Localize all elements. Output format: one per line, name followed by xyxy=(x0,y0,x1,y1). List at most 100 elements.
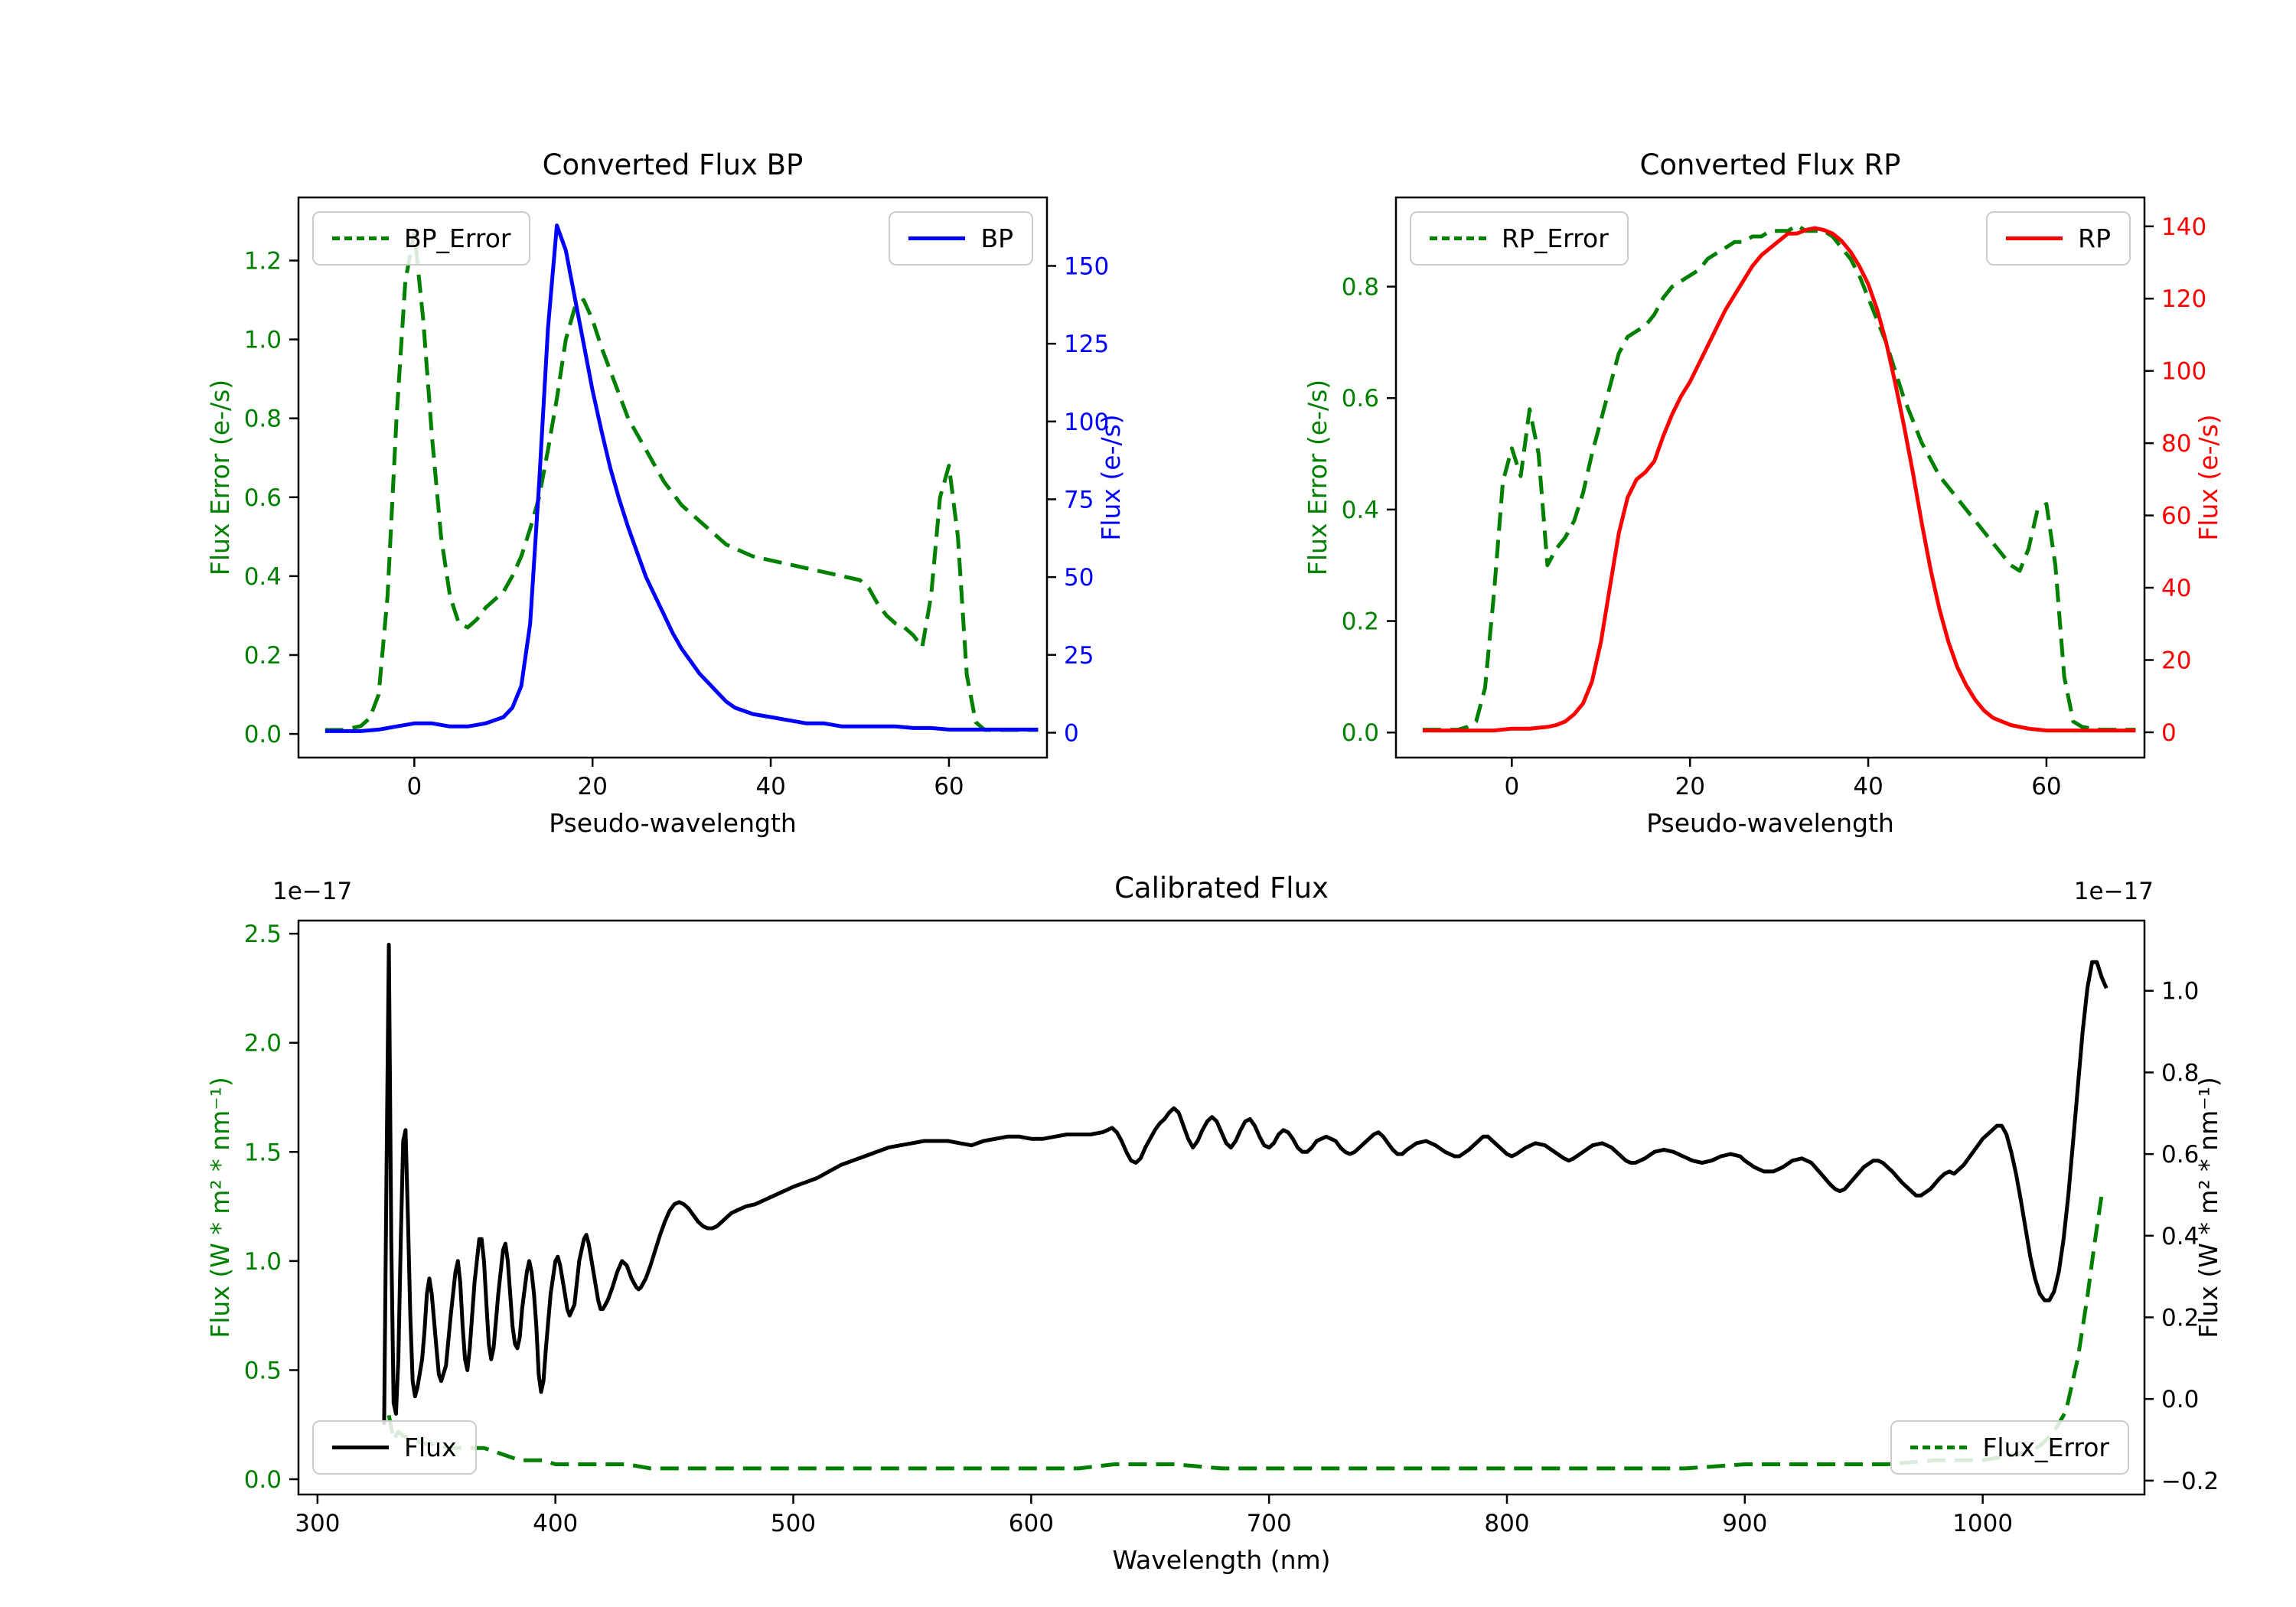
legend-label: RP_Error xyxy=(1502,223,1609,253)
axes-spines xyxy=(1394,196,2146,759)
y-tick-label-right: 0.2 xyxy=(2161,1304,2199,1332)
y-tick-label-left: 1.2 xyxy=(244,247,282,275)
y-tick-label-right: 60 xyxy=(2161,503,2191,530)
plot-area-bp: 0 20 40 60 0.0 0.2 0.4 0.6 0.8 1.0 1.2 0 25 50 75 100 12… xyxy=(244,196,1109,800)
y-tick-label-right: 0.0 xyxy=(2161,1386,2199,1413)
x-tick-label: 400 xyxy=(533,1510,578,1537)
legend-label: RP xyxy=(2078,223,2111,253)
x-tick-label: 300 xyxy=(295,1510,340,1537)
y-tick-label-left: 0.0 xyxy=(244,1466,282,1494)
y-tick-label-right: 150 xyxy=(1064,253,1109,280)
y-tick-label-right: 50 xyxy=(1064,564,1094,592)
y-axis-label-left: Flux (W * m² * nm⁻¹) xyxy=(205,1077,235,1338)
legend-line-sample-solid-red xyxy=(2006,236,2063,240)
y-tick-label-left: 0.2 xyxy=(1342,608,1379,636)
plot-area-calibrated: 300 400 500 600 700 800 900 1000 0.0 0.5 1.0 1.5 2.0… xyxy=(244,919,2219,1537)
y-tick-label-left: 0.6 xyxy=(244,484,282,512)
x-tick-label: 20 xyxy=(1675,773,1704,800)
x-axis-label: Wavelength (nm) xyxy=(1112,1545,1331,1575)
subplot-calibrated-flux: Calibrated Flux Wavelength (nm) Flux (W … xyxy=(205,872,2223,1575)
y-tick-label-right: 40 xyxy=(2161,575,2191,602)
y-tick-label-left: 0.6 xyxy=(1342,385,1379,412)
y-tick-label-left: 1.5 xyxy=(244,1139,282,1166)
y-tick-label-left: 0.2 xyxy=(244,642,282,670)
y-tick-label-right: 0 xyxy=(2161,719,2177,747)
y-axis-label-left: Flux Error (e-/s) xyxy=(1303,379,1332,576)
legend-label: BP xyxy=(980,223,1013,253)
legend-label: Flux_Error xyxy=(1982,1433,2109,1462)
chart-title: Converted Flux RP xyxy=(1639,148,1901,181)
y-tick-label-right: 1.0 xyxy=(2161,978,2199,1006)
series-Flux-line xyxy=(382,942,2108,1425)
y-tick-label-right: 125 xyxy=(1064,331,1109,358)
y-tick-label-right: 140 xyxy=(2161,214,2206,241)
y-tick-label-left: 0.8 xyxy=(1342,274,1379,302)
legend-bp: BP xyxy=(889,211,1033,266)
chart-title: Converted Flux BP xyxy=(542,148,804,181)
legend-bp-error: BP_Error xyxy=(312,211,531,266)
x-tick-label: 600 xyxy=(1009,1510,1054,1537)
y-tick-label-right: 0.6 xyxy=(2161,1141,2199,1169)
series-Flux_Error-line xyxy=(386,1195,2104,1471)
legend-line-sample-dashed-green xyxy=(1910,1446,1968,1449)
x-tick-label: 700 xyxy=(1247,1510,1292,1537)
y-tick-label-left: 1.0 xyxy=(244,1248,282,1276)
legend-flux-error: Flux_Error xyxy=(1890,1420,2129,1475)
series-BP-line xyxy=(325,223,1039,733)
y-tick-label-left: 0.8 xyxy=(244,406,282,433)
legend-line-sample-dashed-green xyxy=(1430,236,1486,240)
series-RP-line xyxy=(1422,226,2136,733)
y-tick-label-right: 0.8 xyxy=(2161,1059,2199,1087)
y-tick-label-right: 0 xyxy=(1064,719,1079,747)
x-tick-label: 20 xyxy=(577,773,607,800)
subplot-converted-flux-bp: Converted Flux BP Pseudo-wavelength Flux… xyxy=(205,148,1126,838)
x-tick-label: 0 xyxy=(1504,773,1519,800)
series-BP_Error-line xyxy=(325,230,1039,732)
legend-label: Flux xyxy=(404,1433,457,1462)
y-tick-label-right: 120 xyxy=(2161,285,2206,313)
y-tick-label-right: 100 xyxy=(1064,409,1109,436)
y-tick-label-right: 0.4 xyxy=(2161,1223,2199,1250)
y-tick-label-left: 0.4 xyxy=(244,563,282,591)
plot-area-rp: 0 20 40 60 0.0 0.2 0.4 0.6 0.8 0 20 40 60 80 100 120 140 xyxy=(1342,196,2206,800)
x-tick-label: 900 xyxy=(1722,1510,1767,1537)
y-tick-label-left: 0.0 xyxy=(244,721,282,748)
y-tick-label-right: 75 xyxy=(1064,486,1094,513)
x-tick-label: 60 xyxy=(934,773,964,800)
x-axis-label: Pseudo-wavelength xyxy=(1646,808,1894,838)
legend-rp: RP xyxy=(1986,211,2131,266)
x-axis-label: Pseudo-wavelength xyxy=(549,808,797,838)
y-tick-label-left: 0.5 xyxy=(244,1357,282,1384)
legend-flux: Flux xyxy=(312,1420,477,1475)
y-tick-label-right: 80 xyxy=(2161,430,2191,458)
axes-spines xyxy=(297,919,2146,1496)
legend-label: BP_Error xyxy=(404,223,511,253)
x-tick-label: 500 xyxy=(771,1510,816,1537)
legend-rp-error: RP_Error xyxy=(1410,211,1629,266)
legend-line-sample-dashed-green xyxy=(332,236,389,240)
x-tick-label: 40 xyxy=(755,773,785,800)
chart-title: Calibrated Flux xyxy=(1114,872,1329,905)
y-tick-label-left: 2.5 xyxy=(244,921,282,948)
legend-line-sample-solid-black xyxy=(332,1446,389,1449)
x-tick-label: 60 xyxy=(2031,773,2061,800)
subplot-converted-flux-rp: Converted Flux RP Pseudo-wavelength Flux… xyxy=(1303,148,2223,838)
y-tick-label-right: 25 xyxy=(1064,642,1094,670)
axis-offset-text-left: 1e−17 xyxy=(272,878,353,905)
x-tick-label: 40 xyxy=(1853,773,1883,800)
y-tick-label-left: 1.0 xyxy=(244,327,282,354)
y-tick-label-right: 20 xyxy=(2161,647,2191,674)
axes-spines xyxy=(297,196,1049,759)
x-tick-label: 800 xyxy=(1484,1510,1529,1537)
x-tick-label: 1000 xyxy=(1952,1510,2013,1537)
x-tick-label: 0 xyxy=(406,773,422,800)
y-tick-label-right: −0.2 xyxy=(2161,1468,2219,1495)
y-axis-label-right: Flux (W * m² * nm⁻¹) xyxy=(2193,1077,2223,1338)
legend-line-sample-solid-blue xyxy=(908,236,966,240)
y-axis-label-left: Flux Error (e-/s) xyxy=(205,379,235,576)
axis-offset-text-right: 1e−17 xyxy=(2073,878,2154,905)
y-tick-label-left: 0.4 xyxy=(1342,497,1379,524)
y-tick-label-right: 100 xyxy=(2161,358,2206,386)
y-tick-label-left: 0.0 xyxy=(1342,719,1379,747)
